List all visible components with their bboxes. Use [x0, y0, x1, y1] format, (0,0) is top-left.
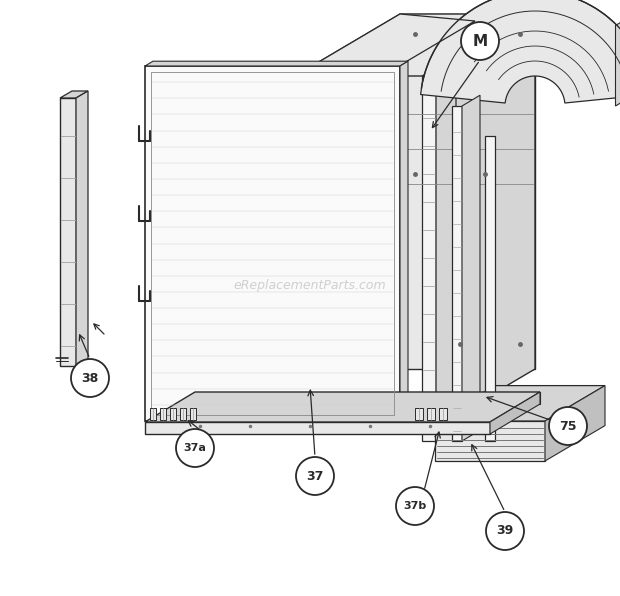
Polygon shape [420, 0, 620, 103]
Polygon shape [427, 408, 435, 420]
Polygon shape [616, 8, 620, 106]
Polygon shape [436, 64, 456, 441]
Polygon shape [145, 66, 400, 421]
Text: 37b: 37b [404, 501, 427, 511]
Text: eReplacementParts.com: eReplacementParts.com [234, 280, 386, 293]
Polygon shape [295, 14, 535, 76]
Text: M: M [472, 33, 487, 48]
Polygon shape [430, 14, 535, 431]
Polygon shape [145, 422, 490, 434]
Text: 37a: 37a [184, 443, 206, 453]
Polygon shape [462, 95, 480, 441]
Polygon shape [195, 392, 540, 404]
Polygon shape [295, 14, 475, 83]
Polygon shape [545, 386, 605, 461]
Polygon shape [60, 91, 88, 98]
Text: 75: 75 [559, 420, 577, 433]
Circle shape [296, 457, 334, 495]
Text: 37: 37 [306, 470, 324, 483]
Polygon shape [435, 421, 545, 461]
Circle shape [71, 359, 109, 397]
Polygon shape [400, 14, 535, 369]
Polygon shape [435, 386, 605, 421]
Circle shape [176, 429, 214, 467]
Polygon shape [60, 98, 76, 366]
Polygon shape [490, 392, 540, 434]
Polygon shape [400, 61, 408, 421]
Text: 39: 39 [497, 524, 513, 538]
Circle shape [396, 487, 434, 525]
Polygon shape [145, 392, 540, 422]
Polygon shape [170, 408, 176, 420]
Polygon shape [145, 61, 408, 66]
Polygon shape [422, 64, 456, 76]
Polygon shape [422, 76, 436, 441]
Polygon shape [452, 106, 462, 441]
Polygon shape [190, 408, 196, 420]
Polygon shape [76, 91, 88, 366]
Polygon shape [180, 408, 186, 420]
Circle shape [486, 512, 524, 550]
Polygon shape [485, 136, 495, 441]
Circle shape [549, 407, 587, 445]
Polygon shape [415, 408, 423, 420]
Text: 38: 38 [81, 371, 99, 384]
Circle shape [461, 22, 499, 60]
Polygon shape [439, 408, 447, 420]
Polygon shape [160, 408, 166, 420]
Polygon shape [150, 408, 156, 420]
